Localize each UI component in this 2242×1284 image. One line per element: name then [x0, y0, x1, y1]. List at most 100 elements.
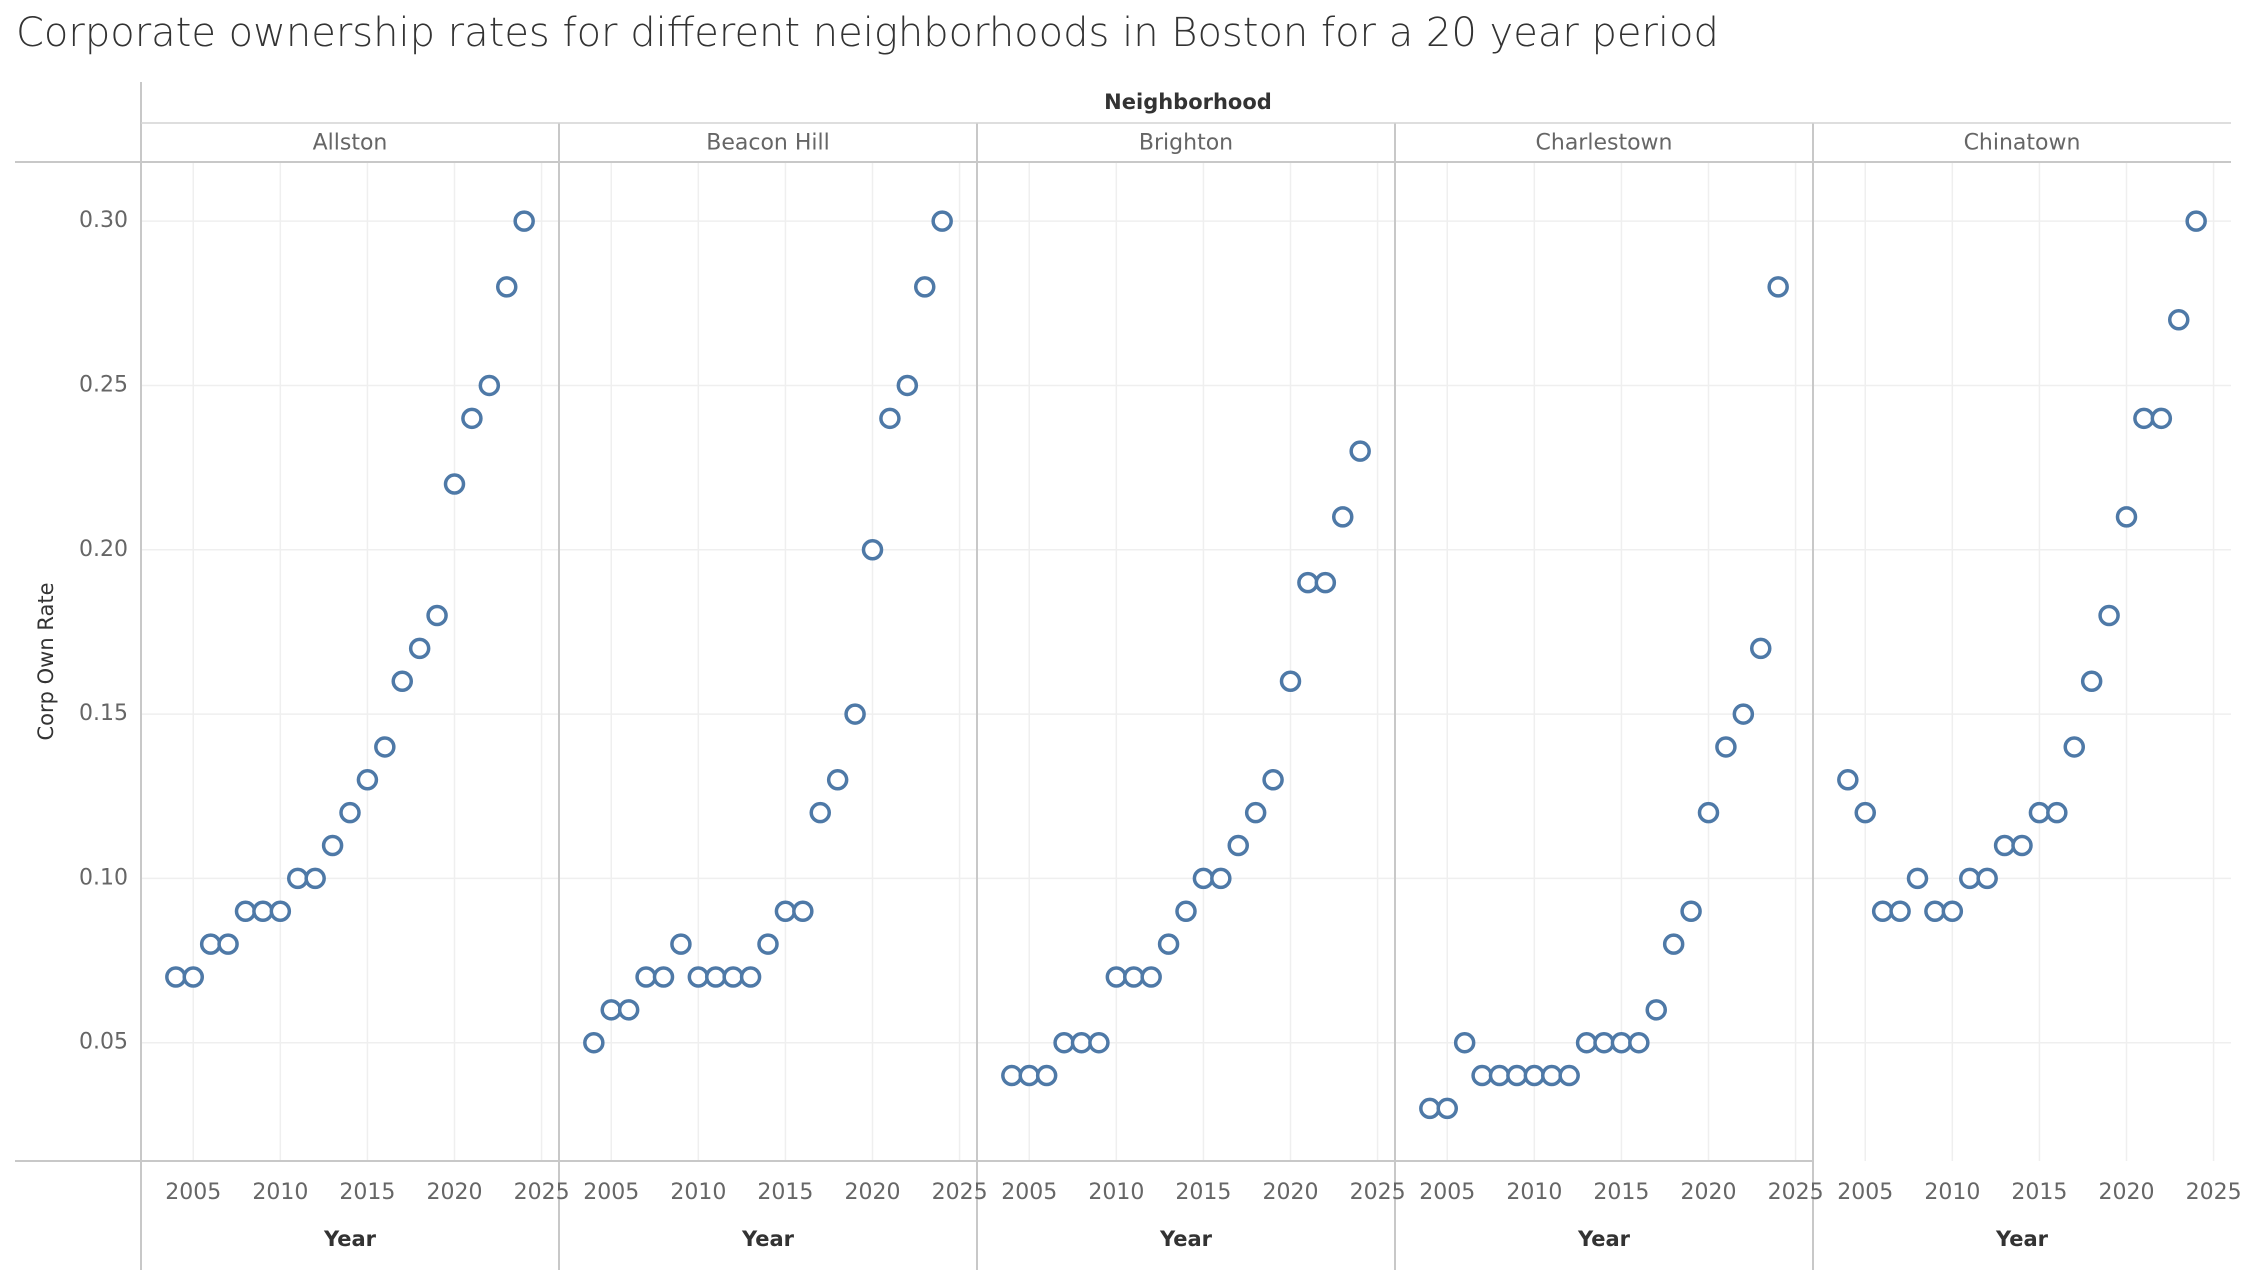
- data-point-charlestown: [1419, 1097, 1441, 1120]
- data-point-chinatown: [1976, 867, 1998, 890]
- data-point-beacon-hill: [896, 374, 919, 397]
- x-tick-label: 2015: [2011, 1180, 2067, 1205]
- data-point-beacon-hill: [826, 769, 849, 791]
- data-point-beacon-hill: [617, 999, 640, 1021]
- data-point-chinatown: [1889, 900, 1911, 922]
- data-point-allston: [496, 276, 518, 298]
- data-point-charlestown: [1715, 736, 1737, 758]
- data-point-charlestown: [1523, 1064, 1546, 1087]
- data-point-charlestown: [1593, 1031, 1615, 1054]
- y-tick-label: 0.15: [79, 701, 128, 726]
- data-point-allston: [443, 473, 466, 495]
- data-point-brighton: [1018, 1064, 1040, 1087]
- pane-label-chinatown: Chinatown: [1964, 131, 2081, 156]
- data-point-chinatown: [1941, 900, 1964, 922]
- data-point-brighton: [1297, 571, 1319, 594]
- x-tick-label: 2015: [339, 1180, 395, 1205]
- data-point-allston: [165, 966, 187, 988]
- data-point-charlestown: [1697, 801, 1720, 824]
- x-tick-label: 2010: [670, 1180, 726, 1205]
- x-tick-label: 2020: [1263, 1180, 1319, 1205]
- data-point-chinatown: [2063, 736, 2085, 758]
- data-point-beacon-hill: [705, 966, 727, 988]
- data-point-chinatown: [1837, 769, 1859, 791]
- data-point-beacon-hill: [739, 966, 762, 988]
- data-point-chinatown: [2011, 834, 2033, 857]
- data-point-allston: [391, 670, 413, 692]
- data-point-allston: [408, 637, 431, 660]
- data-point-charlestown: [1750, 637, 1772, 660]
- data-point-beacon-hill: [670, 933, 692, 955]
- data-point-beacon-hill: [844, 703, 866, 725]
- facet-header-title: Neighborhood: [1104, 90, 1272, 114]
- data-point-chinatown: [2168, 308, 2190, 331]
- x-axis-title: Year: [323, 1227, 377, 1251]
- data-point-allston: [252, 900, 274, 922]
- data-point-allston: [426, 604, 448, 627]
- pane-label-beacon-hill: Beacon Hill: [706, 131, 829, 156]
- data-point-allston: [304, 867, 326, 890]
- data-point-beacon-hill: [635, 966, 657, 988]
- data-point-beacon-hill: [931, 210, 953, 232]
- data-point-charlestown: [1506, 1064, 1528, 1087]
- y-tick-label: 0.05: [79, 1030, 128, 1055]
- data-point-beacon-hill: [583, 1031, 605, 1054]
- x-tick-label: 2005: [165, 1180, 221, 1205]
- data-point-chinatown: [2185, 210, 2207, 232]
- data-point-charlestown: [1453, 1031, 1476, 1054]
- data-point-charlestown: [1680, 900, 1702, 922]
- data-point-brighton: [1244, 801, 1267, 824]
- data-point-brighton: [1123, 966, 1145, 988]
- data-point-chinatown: [2080, 670, 2103, 692]
- data-point-charlestown: [1436, 1097, 1458, 1120]
- data-point-allston: [321, 834, 344, 857]
- data-point-brighton: [1140, 966, 1162, 988]
- data-point-beacon-hill: [792, 900, 814, 922]
- data-point-brighton: [1175, 900, 1197, 922]
- data-point-allston: [461, 407, 483, 430]
- data-point-brighton: [1314, 571, 1337, 594]
- data-point-brighton: [1262, 769, 1284, 791]
- data-point-brighton: [1105, 966, 1128, 988]
- x-tick-label: 2025: [1768, 1180, 1824, 1205]
- data-point-charlestown: [1558, 1064, 1580, 1087]
- data-point-allston: [287, 867, 309, 890]
- data-point-brighton: [1035, 1064, 1058, 1087]
- data-point-chinatown: [2028, 801, 2051, 824]
- data-point-allston: [234, 900, 257, 922]
- data-point-beacon-hill: [600, 999, 622, 1021]
- data-point-allston: [478, 374, 501, 397]
- data-point-beacon-hill: [774, 900, 797, 922]
- x-tick-label: 2005: [1001, 1180, 1057, 1205]
- data-point-chinatown: [2098, 604, 2120, 627]
- data-point-chinatown: [1959, 867, 1981, 890]
- pane-label-allston: Allston: [313, 131, 388, 156]
- data-point-chinatown: [2115, 506, 2138, 528]
- data-point-chinatown: [1924, 900, 1946, 922]
- x-tick-label: 2010: [1924, 1180, 1980, 1205]
- data-point-allston: [269, 900, 292, 922]
- x-tick-label: 2020: [427, 1180, 483, 1205]
- x-tick-label: 2005: [583, 1180, 639, 1205]
- data-point-brighton: [1001, 1064, 1023, 1087]
- data-point-allston: [339, 801, 361, 824]
- data-point-charlestown: [1767, 276, 1789, 298]
- data-point-charlestown: [1575, 1031, 1598, 1054]
- data-point-chinatown: [2150, 407, 2173, 430]
- data-point-brighton: [1053, 1031, 1075, 1054]
- data-point-allston: [356, 769, 379, 791]
- data-point-charlestown: [1471, 1064, 1493, 1087]
- data-point-brighton: [1088, 1031, 1110, 1054]
- x-axis-title: Year: [1995, 1227, 2049, 1251]
- x-tick-label: 2025: [2186, 1180, 2242, 1205]
- data-point-beacon-hill: [914, 276, 936, 298]
- data-point-chinatown: [1993, 834, 2016, 857]
- chart-title: Corporate ownership rates for different …: [16, 10, 1719, 56]
- y-tick-label: 0.30: [79, 208, 128, 233]
- data-point-brighton: [1227, 834, 1249, 857]
- pane-label-brighton: Brighton: [1139, 131, 1233, 156]
- x-axis-title: Year: [1577, 1227, 1631, 1251]
- data-point-allston: [182, 966, 204, 988]
- data-point-chinatown: [2046, 801, 2068, 824]
